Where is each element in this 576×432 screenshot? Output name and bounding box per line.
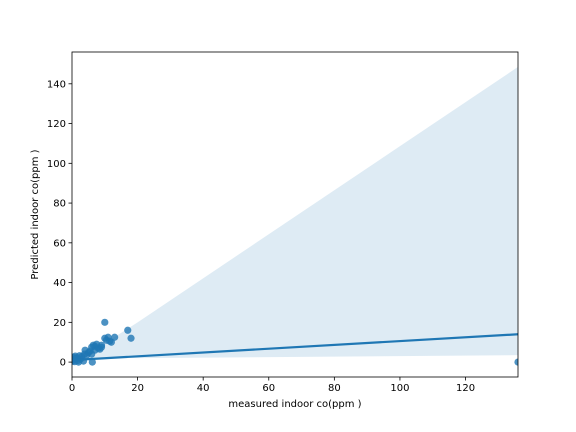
x-axis-label: measured indoor co(ppm ): [228, 399, 361, 410]
x-tick-label: 100: [390, 383, 409, 394]
scatter-point: [111, 333, 119, 341]
scatter-point: [97, 341, 106, 349]
y-axis: 0 20 40 60 80 100 120 140: [47, 79, 72, 369]
y-axis-label: Predicted indoor co(ppm ): [30, 149, 41, 279]
x-tick-label: 40: [197, 383, 210, 394]
y-tick-label: 0: [60, 358, 66, 369]
y-tick-label: 80: [53, 199, 66, 210]
scatter-point: [514, 358, 518, 366]
x-tick-label: 80: [328, 383, 341, 394]
x-tick-label: 60: [262, 383, 275, 394]
regression-line: [72, 333, 518, 362]
x-tick-label: 120: [456, 383, 475, 394]
scatter-point: [88, 358, 96, 366]
x-tick-label: 0: [69, 383, 75, 394]
y-tick-label: 40: [53, 278, 66, 289]
y-tick-label: 120: [47, 119, 66, 130]
y-tick-label: 60: [53, 238, 66, 249]
y-tick-label: 100: [47, 159, 66, 170]
scatter-point: [101, 318, 109, 326]
scatter-point: [124, 326, 132, 334]
y-tick-label: 140: [47, 79, 66, 90]
axes-frame: [71, 51, 519, 378]
x-tick-label: 20: [131, 383, 144, 394]
scatter-point: [127, 334, 135, 342]
x-axis: 0 20 40 60 80 100 120: [69, 377, 475, 394]
chart-marks: [72, 66, 518, 366]
confidence-band: [72, 66, 518, 363]
y-tick-label: 20: [53, 318, 66, 329]
